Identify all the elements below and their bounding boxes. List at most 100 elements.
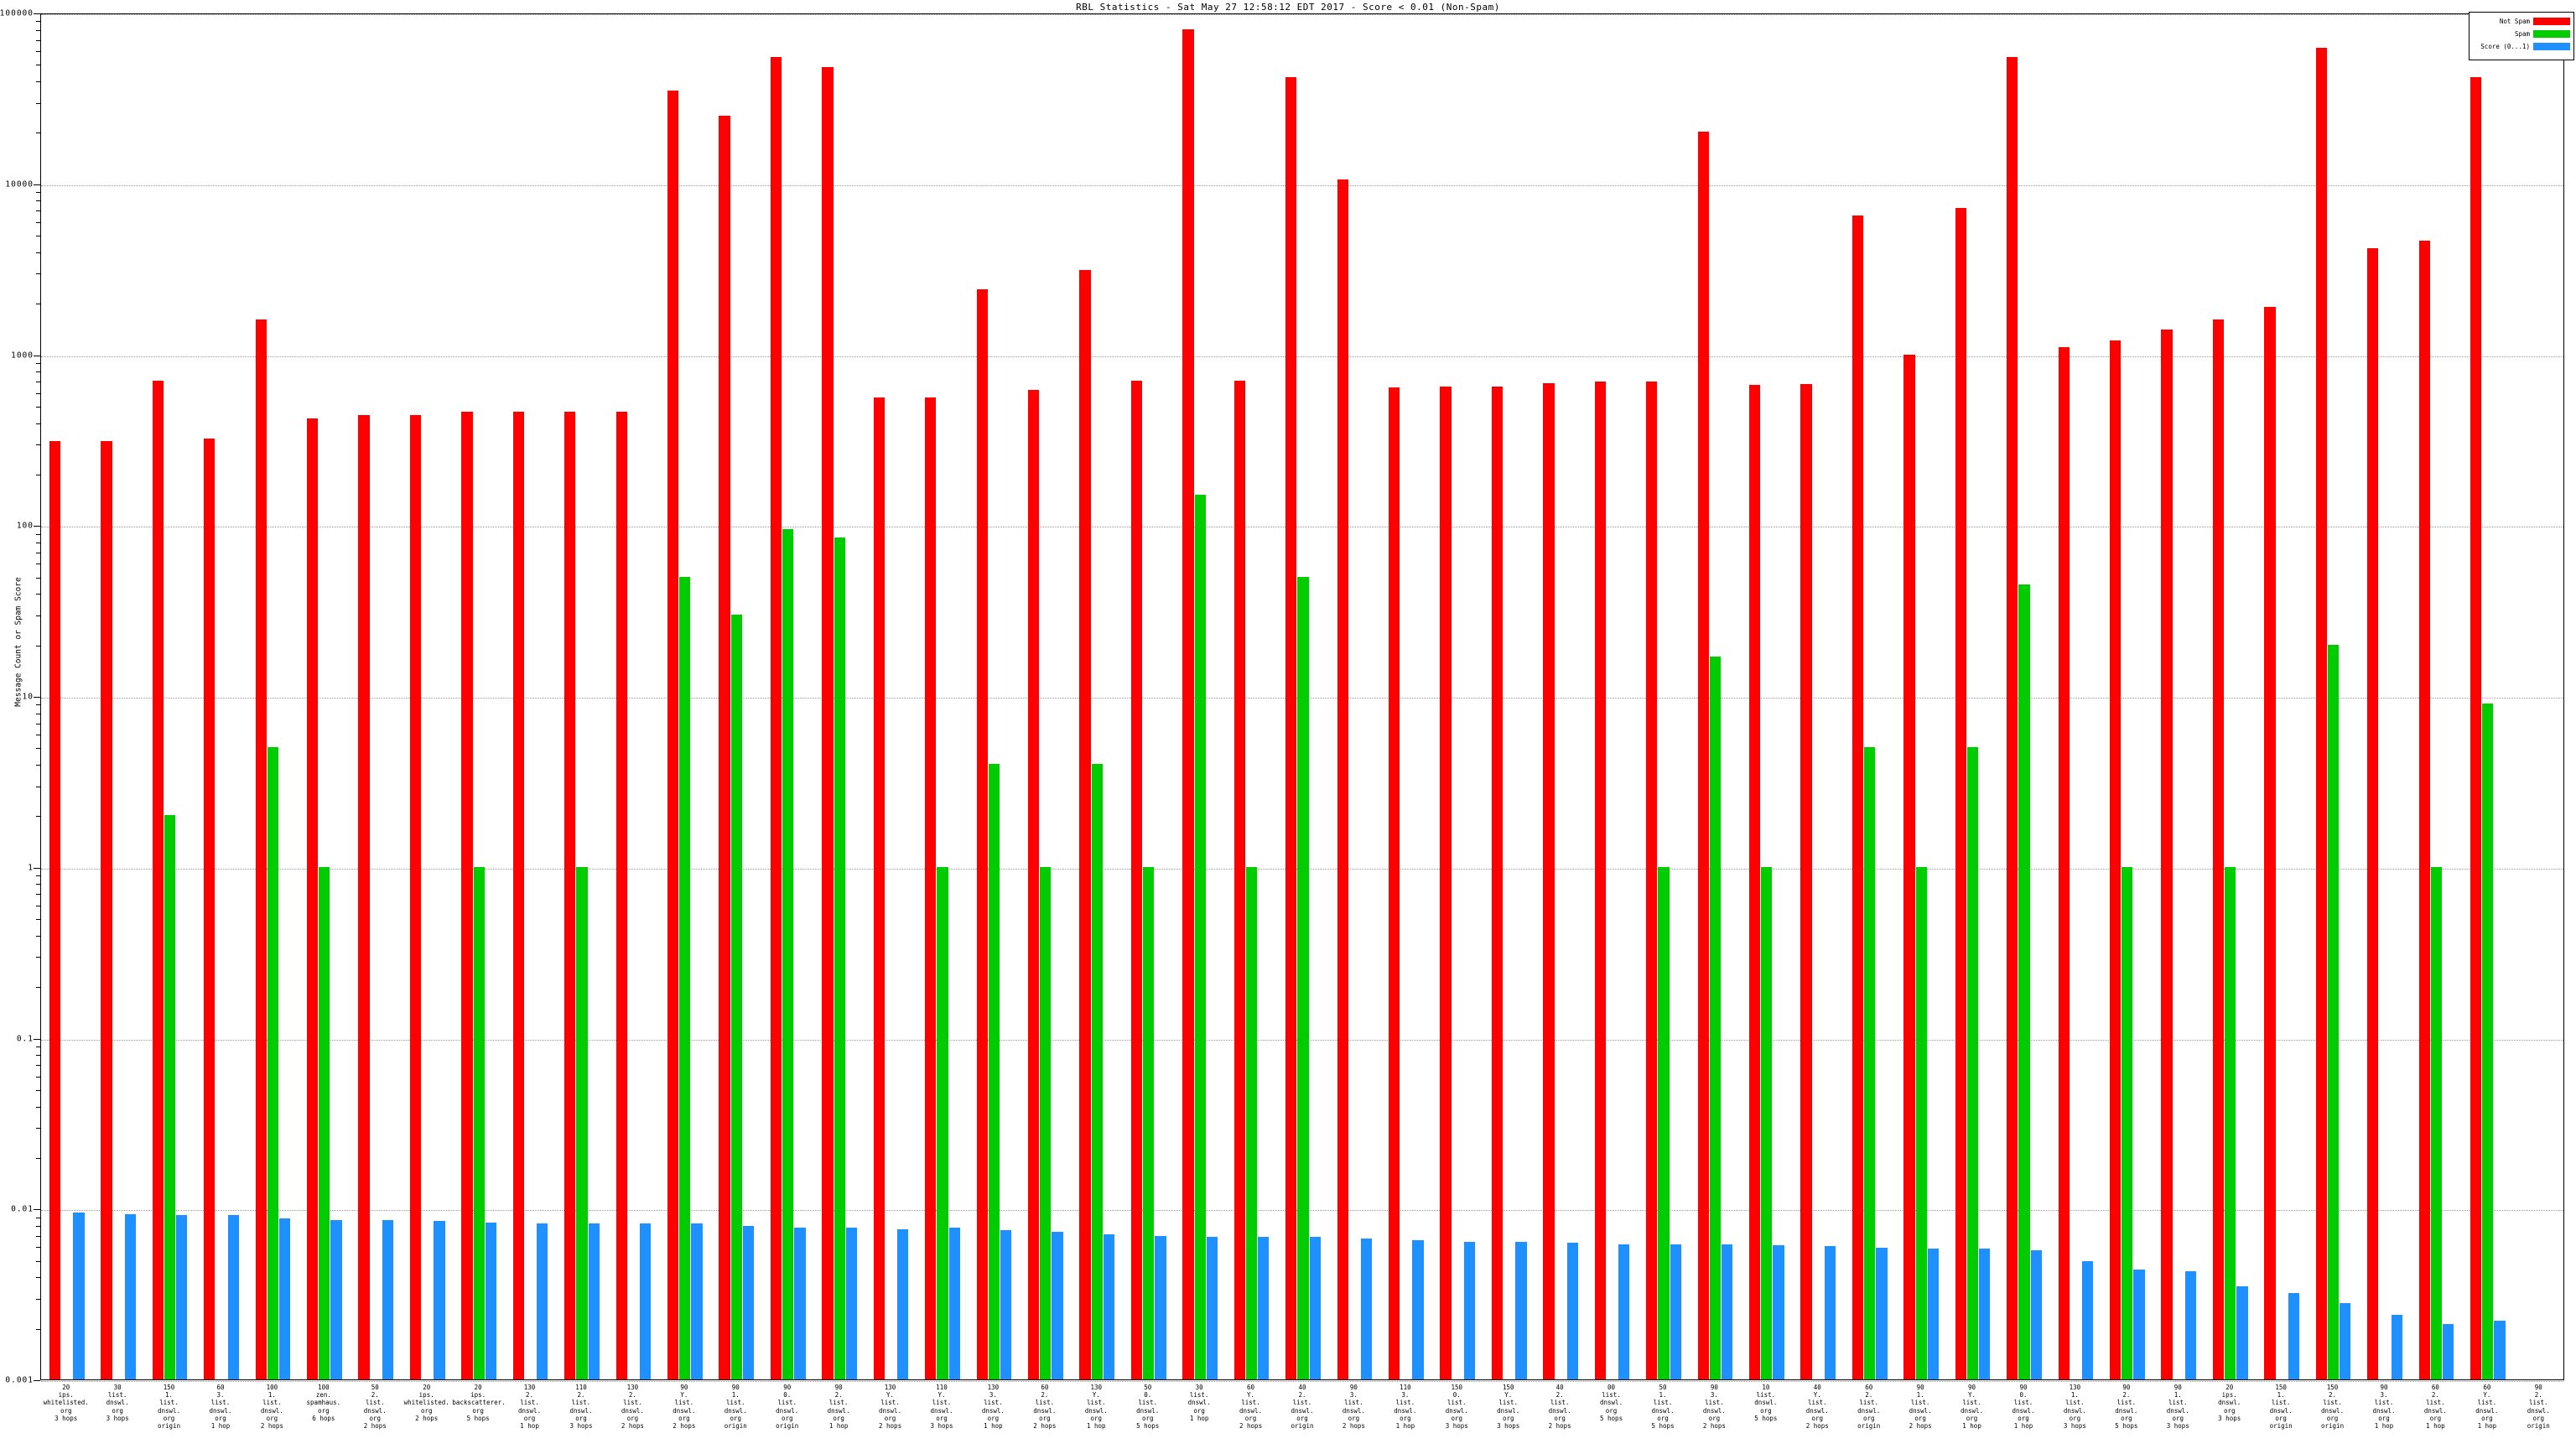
bar-group — [41, 14, 2565, 1379]
bar-not-spam — [2058, 347, 2070, 1379]
y-axis-title: Message Count or Spam Score — [13, 577, 23, 707]
x-axis-tick-label: 60 2. list. dnswl. org 1 hop — [2423, 1384, 2447, 1431]
bar-score — [279, 1218, 291, 1379]
bar-not-spam — [719, 115, 730, 1379]
bar-not-spam — [2110, 340, 2122, 1379]
chart-legend: Not Spam Spam Score (0...1) — [2469, 12, 2574, 60]
bar-spam — [937, 866, 948, 1379]
y-axis-tick-label: 10000 — [5, 179, 34, 190]
bar-group — [41, 14, 2565, 1379]
bar-score — [1206, 1237, 1218, 1379]
bar-score — [1103, 1233, 1115, 1379]
bar-not-spam — [822, 66, 834, 1379]
bar-score — [1876, 1247, 1888, 1379]
x-axis-tick-label: 130 2. list. dnswl. org 2 hops — [621, 1384, 644, 1431]
y-axis-tick-label: 1000 — [11, 351, 34, 360]
y-axis-minor-tick — [36, 423, 40, 424]
y-axis: 100000 10000 1000 100 10 1 0.1 0.01 0.001 Messag… — [0, 0, 40, 1385]
bar-group — [41, 14, 2565, 1379]
bar-spam — [1915, 866, 1927, 1379]
bar-score — [794, 1228, 806, 1379]
y-axis-minor-tick — [36, 765, 40, 766]
bar-not-spam — [1337, 179, 1348, 1379]
bar-group — [41, 14, 2565, 1379]
x-axis-tick-label: 90 Y. list. dnswl. org 1 hop — [1961, 1384, 1984, 1431]
bar-score — [640, 1223, 652, 1379]
bar-not-spam — [2264, 306, 2276, 1379]
bar-score — [2443, 1324, 2454, 1379]
bar-spam — [1966, 747, 1979, 1379]
y-axis-minor-tick — [36, 1076, 40, 1078]
y-axis-minor-tick — [36, 392, 40, 394]
bar-spam — [1761, 866, 1773, 1379]
x-axis-labels: 20 ips. whitelisted. org 3 hops 30 list. … — [40, 1384, 2564, 1449]
y-axis-minor-tick — [36, 406, 40, 408]
y-axis-minor-tick — [36, 1055, 40, 1057]
y-axis-tick-mark — [34, 1380, 40, 1381]
y-axis-tick-label: 100 — [16, 521, 34, 531]
x-axis-tick-label: 150 Y. list. dnswl. org 3 hops — [1497, 1384, 1520, 1431]
y-axis-minor-tick — [36, 371, 40, 373]
bar-score — [227, 1214, 239, 1379]
bar-not-spam — [1852, 215, 1864, 1379]
bar-not-spam — [2161, 329, 2173, 1379]
x-axis-tick-label: 90 3. list. dnswl. org 2 hops — [1342, 1384, 1365, 1431]
bar-score — [1258, 1237, 1270, 1379]
bar-not-spam — [1440, 386, 1452, 1379]
gridline-major — [41, 356, 2563, 357]
bar-group — [41, 14, 2565, 1379]
bar-group — [41, 14, 2565, 1379]
x-axis-tick-label: 100 zen. spamhaus. org 6 hops — [306, 1384, 341, 1422]
x-axis-tick-label: 90 1. list. dnswl. org 3 hops — [2166, 1384, 2189, 1431]
bar-group — [41, 14, 2565, 1379]
x-axis-tick-label: 90 Y. list. dnswl. org 2 hops — [673, 1384, 696, 1431]
y-axis-minor-tick — [36, 252, 40, 253]
y-axis-minor-tick — [36, 1328, 40, 1330]
x-axis-tick-label: 00 list. dnswl. org 5 hops — [1600, 1384, 1623, 1422]
bar-spam — [576, 866, 588, 1379]
x-axis-tick-label: 90 0. list. dnswl. org 1 hop — [2012, 1384, 2035, 1431]
x-axis-tick-label: 60 2. list. dnswl. org origin — [1857, 1384, 1881, 1431]
bar-group — [41, 14, 2565, 1379]
bar-score — [1979, 1249, 1991, 1379]
bar-not-spam — [1233, 381, 1245, 1379]
bar-group — [41, 14, 2565, 1379]
bar-score — [1566, 1243, 1578, 1379]
bar-not-spam — [255, 319, 267, 1379]
y-axis-minor-tick — [36, 210, 40, 212]
bar-group — [41, 14, 2565, 1379]
bar-group — [41, 14, 2565, 1379]
x-axis-tick-label: 130 2. list. dnswl. org 1 hop — [518, 1384, 542, 1431]
bar-not-spam — [1955, 207, 1966, 1379]
bar-group — [41, 14, 2565, 1379]
bar-not-spam — [152, 381, 164, 1379]
y-axis-tick-label: 10 — [22, 692, 34, 702]
x-axis-tick-label: 150 2. list. dnswl. org origin — [2321, 1384, 2345, 1431]
y-axis-minor-tick — [36, 1046, 40, 1047]
bar-group — [41, 14, 2565, 1379]
bar-score — [588, 1223, 600, 1379]
bar-not-spam — [1182, 29, 1194, 1379]
x-axis-tick-label: 60 Y. list. dnswl. org 1 hop — [2475, 1384, 2499, 1431]
y-axis-tick-mark — [34, 1209, 40, 1211]
x-axis-tick-label: 20 ips. backscatterer. org 5 hops — [452, 1384, 506, 1422]
bar-score — [330, 1219, 342, 1379]
y-axis-tick-mark — [34, 697, 40, 698]
legend-entry-not-spam: Not Spam — [2473, 15, 2570, 28]
legend-swatch-spam — [2533, 30, 2570, 38]
x-axis-tick-label: 40 2. list. dnswl. org 2 hops — [1548, 1384, 1571, 1431]
y-axis-minor-tick — [36, 894, 40, 896]
bar-group — [41, 14, 2565, 1379]
bar-not-spam — [1800, 383, 1812, 1379]
legend-swatch-score — [2533, 43, 2570, 50]
y-axis-tick-label: 100000 — [0, 8, 34, 18]
bar-spam — [473, 866, 485, 1379]
y-axis-minor-tick — [36, 704, 40, 706]
bar-group — [41, 14, 2565, 1379]
bar-group — [41, 14, 2565, 1379]
y-axis-minor-tick — [36, 132, 40, 134]
bar-group — [41, 14, 2565, 1379]
bar-not-spam — [564, 412, 576, 1379]
bar-spam — [1040, 866, 1052, 1379]
y-axis-minor-tick — [36, 957, 40, 958]
